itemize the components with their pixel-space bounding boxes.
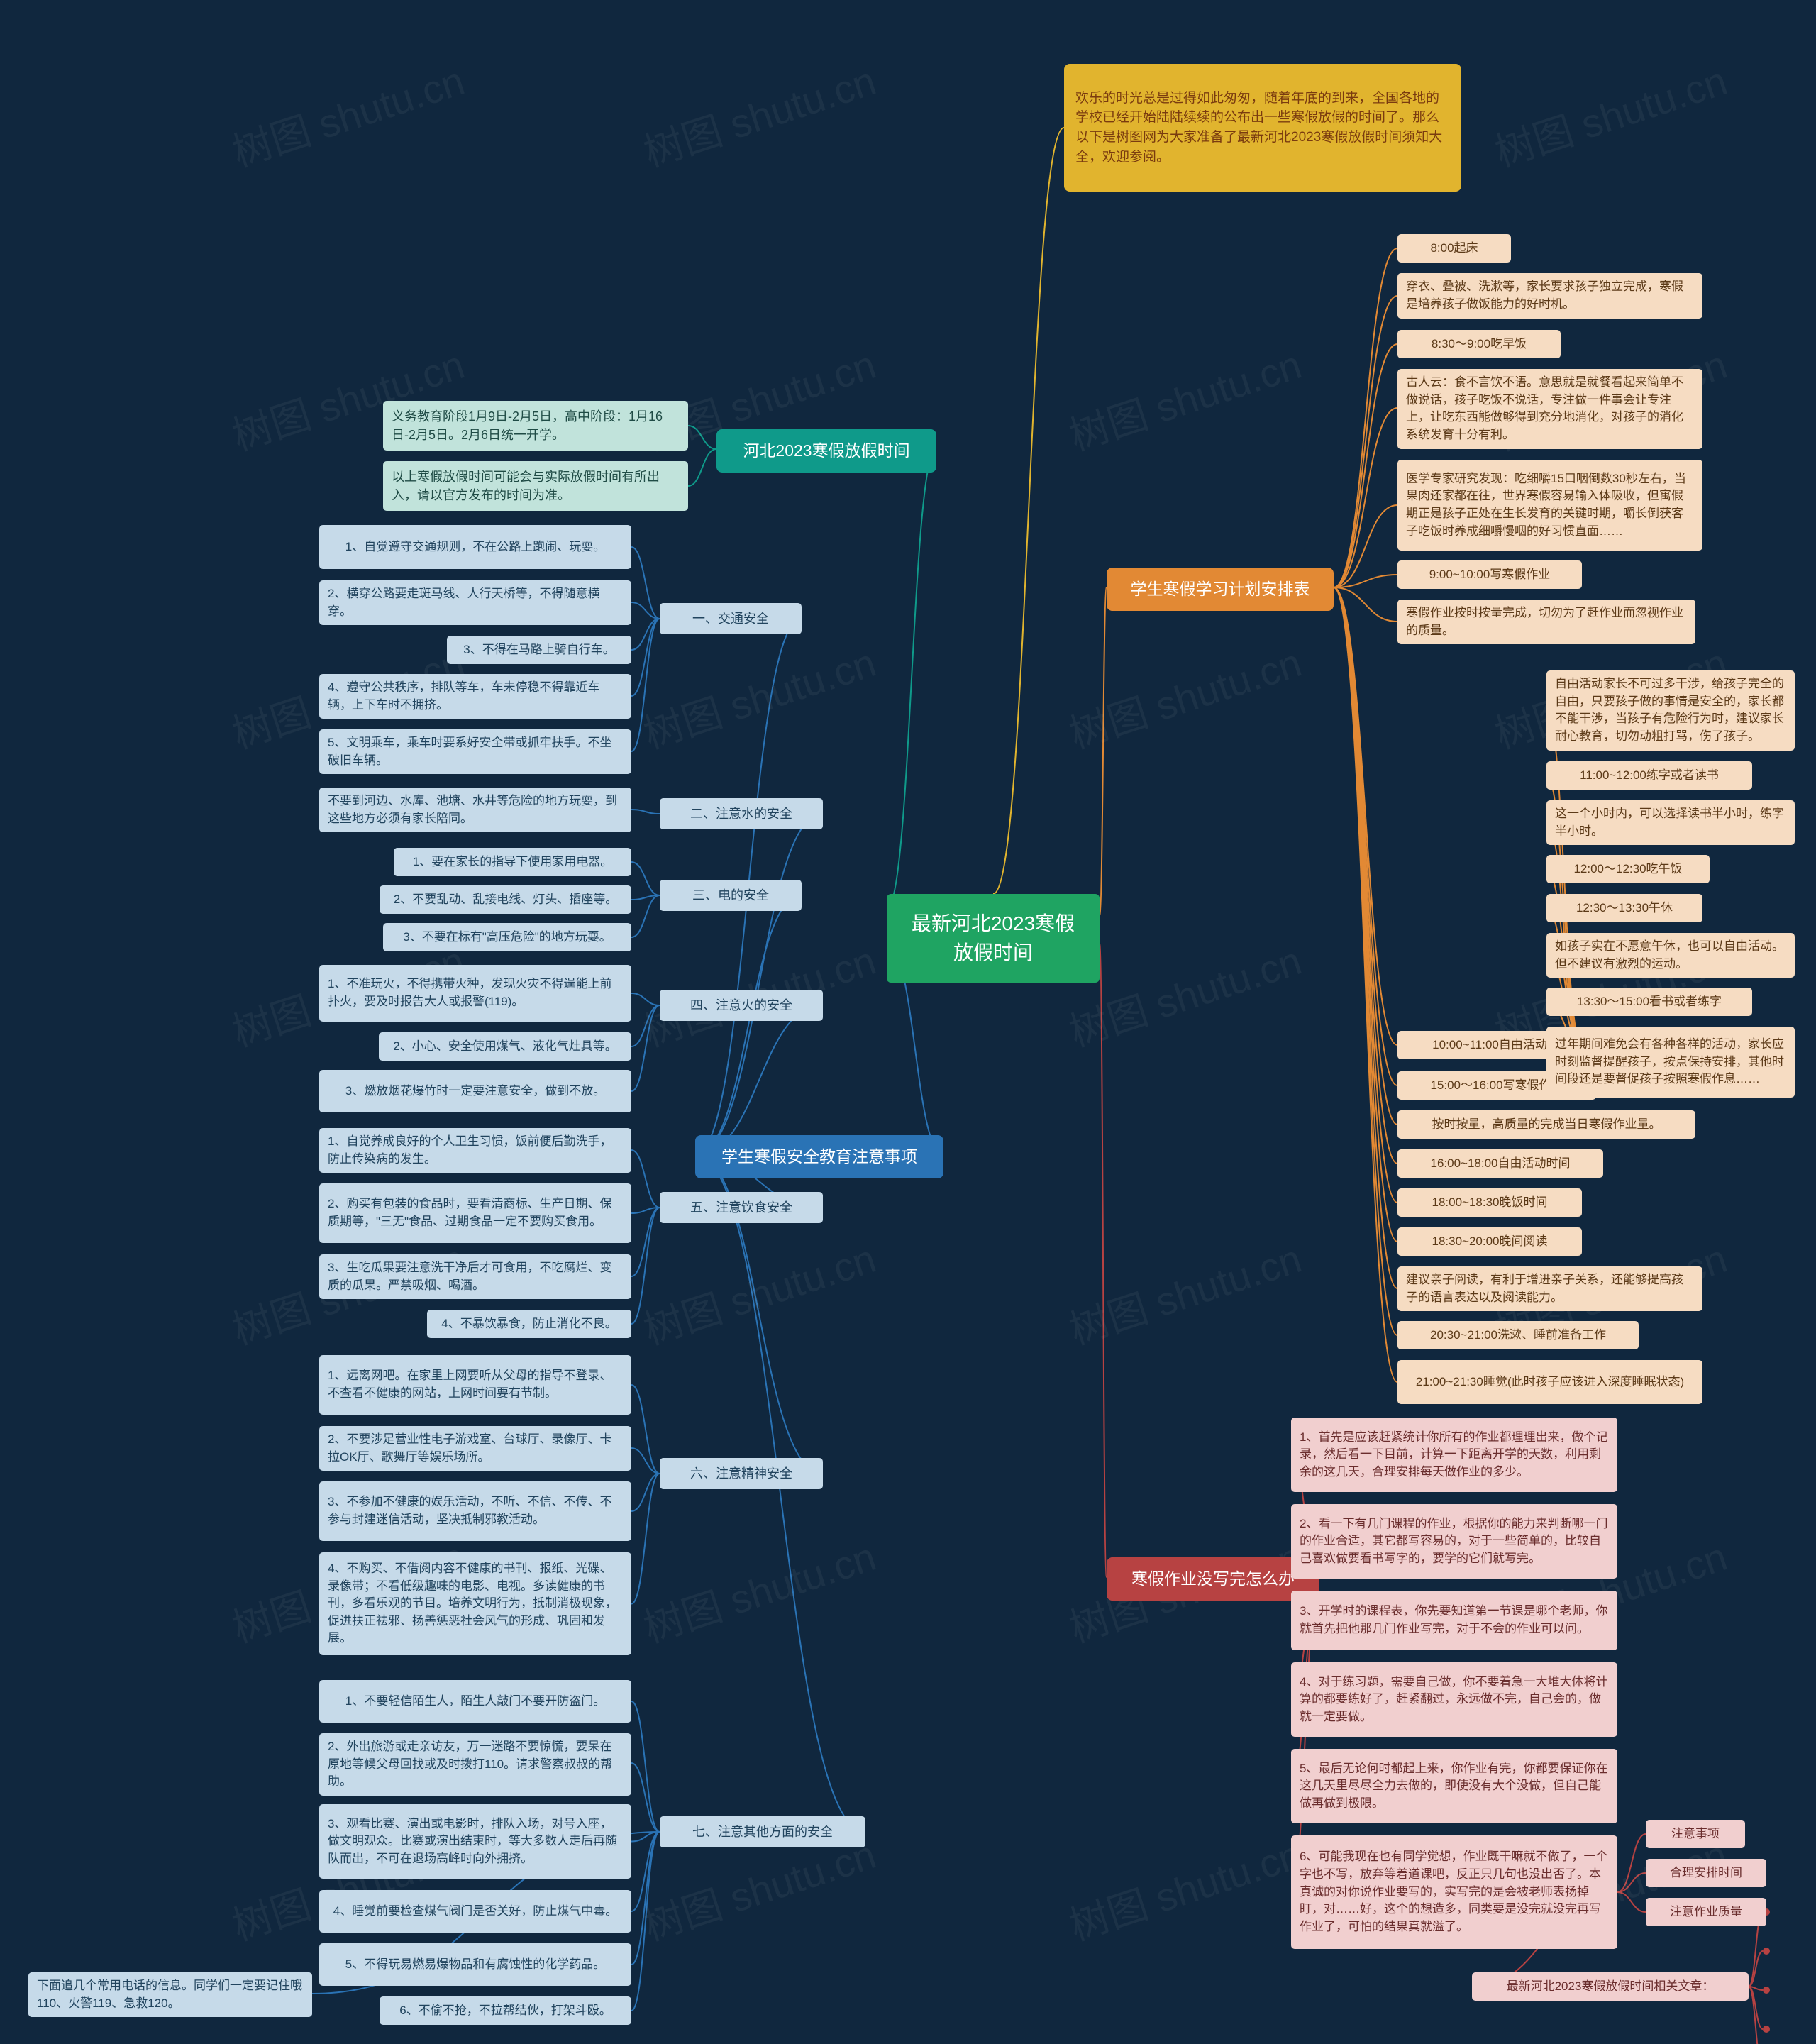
safety-item-0-4: 5、文明乘车，乘车时要系好安全带或抓牢扶手。不坐破旧车辆。 [319, 729, 631, 774]
watermark: 树图 shutu.cn [636, 1525, 882, 1654]
watermark: 树图 shutu.cn [636, 631, 882, 761]
homework-side-0: 注意事项 [1646, 1820, 1745, 1848]
safety-group-3: 四、注意火的安全 [660, 990, 823, 1021]
safety-item-1-0: 不要到河边、水库、池塘、水井等危险的地方玩耍，到这些地方必须有家长陪同。 [319, 788, 631, 832]
safety-group-5: 六、注意精神安全 [660, 1458, 823, 1489]
safety-item-2-1: 2、不要乱动、乱接电线、灯头、插座等。 [380, 885, 631, 914]
homework-item-0: 1、首先是应该赶紧统计你所有的作业都理理出来，做个记录，然后看一下目前，计算一下… [1291, 1418, 1617, 1492]
homework-side-2: 注意作业质量 [1646, 1898, 1766, 1926]
safety-item-0-3: 4、遵守公共秩序，排队等车，车未停稳不得靠近车辆，上下车时不拥挤。 [319, 674, 631, 719]
homework-side-1: 合理安排时间 [1646, 1859, 1766, 1887]
homework-item-2: 3、开学时的课程表，你先要知道第一节课是哪个老师，你就首先把他那几门作业写完，对… [1291, 1591, 1617, 1650]
spacer [284, 2029, 631, 2043]
homework-item-4: 5、最后无论何时都起上来，你作业有完，你都要保证你在这几天里尽尽全力去做的，即使… [1291, 1749, 1617, 1823]
safety-item-6-1: 2、外出旅游或走亲访友，万一迷路不要惊慌，要呆在原地等候父母回找或及时拨打110… [319, 1733, 631, 1796]
watermark: 树图 shutu.cn [1061, 1823, 1308, 1952]
safety-item-6-5: 6、不偷不抢，不拉帮结伙，打架斗殴。 [380, 1996, 631, 2025]
schedule-sub-6: 13:30～15:00看书或者练字 [1546, 988, 1752, 1016]
safety-item-4-0: 1、自觉养成良好的个人卫生习惯，饭前便后勤洗手，防止传染病的发生。 [319, 1128, 631, 1173]
schedule-sub-2: 这一个小时内，可以选择读书半小时，练字半小时。 [1546, 800, 1795, 845]
center-node: 最新河北2023寒假放假时间 [887, 894, 1100, 983]
watermark: 树图 shutu.cn [636, 1227, 882, 1357]
homework-item-3: 4、对于练习题，需要自己做，你不要着急一大堆大体将计算的都要练好了，赶紧翻过，永… [1291, 1662, 1617, 1737]
safety-group-2: 三、电的安全 [660, 880, 802, 911]
safety-item-6-2: 3、观看比赛、演出或电影时，排队入场，对号入座，做文明观众。比赛或演出结束时，等… [319, 1804, 631, 1879]
schedule-sub-5: 如孩子实在不愿意午休，也可以自由活动。但不建议有激烈的运动。 [1546, 933, 1795, 978]
branch-safety: 学生寒假安全教育注意事项 [695, 1135, 943, 1178]
safety-group-4: 五、注意饮食安全 [660, 1192, 823, 1223]
schedule-item-2: 8:30～9:00吃早饭 [1397, 330, 1561, 358]
hebei-leaf-1: 以上寒假放假时间可能会与实际放假时间有所出入，请以官方发布的时间为准。 [383, 461, 688, 511]
schedule-sub-4: 12:30～13:30午休 [1546, 894, 1702, 922]
branch-homework: 寒假作业没写完怎么办 [1107, 1557, 1319, 1601]
safety-item-6-4: 5、不得玩易燃易爆物品和有腐蚀性的化学药品。 [319, 1943, 631, 1986]
safety-item-0-0: 1、自觉遵守交通规则，不在公路上跑闹、玩耍。 [319, 525, 631, 569]
safety-group-1: 二、注意水的安全 [660, 798, 823, 829]
safety-item-6-0: 1、不要轻信陌生人，陌生人敲门不要开防盗门。 [319, 1680, 631, 1723]
safety-item-3-1: 2、小心、安全使用煤气、液化气灶具等。 [379, 1032, 631, 1061]
schedule-item-13: 建议亲子阅读，有利于增进亲子关系，还能够提高孩子的语言表达以及阅读能力。 [1397, 1266, 1702, 1311]
related-stub-2 [1773, 1979, 1813, 2001]
safety-phone: 下面追几个常用电话的信息。同学们一定要记住哦110、火警119、急救120。 [28, 1972, 312, 2017]
watermark: 树图 shutu.cn [1061, 1227, 1308, 1357]
related-stub-3 [1773, 2018, 1813, 2040]
schedule-item-5: 9:00~10:00写寒假作业 [1397, 560, 1582, 589]
schedule-sub-0: 自由活动家长不可过多干涉，给孩子完全的自由，只要孩子做的事情是安全的，家长都不能… [1546, 670, 1795, 751]
safety-item-0-1: 2、横穿公路要走斑马线、人行天桥等，不得随意横穿。 [319, 580, 631, 625]
schedule-item-3: 古人云：食不言饮不语。意思就是就餐看起来简单不做说话，孩子吃饭不说话，专注做一件… [1397, 369, 1702, 449]
schedule-sub-7: 过年期间难免会有各种各样的活动，家长应时刻监督提醒孩子，按点保持安排，其他时间段… [1546, 1027, 1795, 1098]
schedule-item-0: 8:00起床 [1397, 234, 1511, 263]
hebei-leaf-0: 义务教育阶段1月9日-2月5日，高中阶段：1月16日-2月5日。2月6日统一开学… [383, 401, 688, 451]
safety-item-3-0: 1、不准玩火，不得携带火种，发现火灾不得逞能上前扑火，要及时报告大人或报警(11… [319, 965, 631, 1022]
related-label: 最新河北2023寒假放假时间相关文章： [1472, 1972, 1749, 2001]
related-stub-1 [1773, 1940, 1813, 1962]
schedule-item-11: 18:00~18:30晚饭时间 [1397, 1188, 1582, 1217]
schedule-sub-1: 11:00~12:00练字或者读书 [1546, 761, 1752, 790]
safety-item-5-1: 2、不要涉足营业性电子游戏室、台球厅、录像厅、卡拉OK厅、歌舞厅等娱乐场所。 [319, 1426, 631, 1471]
safety-item-4-1: 2、购买有包装的食品时，要看清商标、生产日期、保质期等，"三无"食品、过期食品一… [319, 1183, 631, 1243]
schedule-item-9: 按时按量，高质量的完成当日寒假作业量。 [1397, 1110, 1695, 1139]
safety-item-5-0: 1、远离网吧。在家里上网要听从父母的指导不登录、不查看不健康的网站，上网时间要有… [319, 1355, 631, 1415]
schedule-item-6: 寒假作业按时按量完成，切勿为了赶作业而忽视作业的质量。 [1397, 600, 1695, 644]
safety-item-5-3: 4、不购买、不借阅内容不健康的书刊、报纸、光碟、录像带；不看低级趣味的电影、电视… [319, 1552, 631, 1655]
schedule-sub-3: 12:00～12:30吃午饭 [1546, 855, 1710, 883]
homework-item-5: 6、可能我现在也有同学觉想，作业既干嘛就不做了，一个字也不写，放弃等着道课吧，反… [1291, 1835, 1617, 1949]
watermark: 树图 shutu.cn [1061, 631, 1308, 761]
watermark: 树图 shutu.cn [224, 50, 471, 179]
related-stub-0 [1773, 1901, 1813, 1923]
safety-group-6: 七、注意其他方面的安全 [660, 1816, 865, 1847]
schedule-item-1: 穿衣、叠被、洗漱等，家长要求孩子独立完成，寒假是培养孩子做饭能力的好时机。 [1397, 273, 1702, 319]
safety-group-0: 一、交通安全 [660, 603, 802, 634]
safety-item-0-2: 3、不得在马路上骑自行车。 [447, 636, 631, 664]
watermark: 树图 shutu.cn [636, 50, 882, 179]
watermark: 树图 shutu.cn [1487, 50, 1734, 179]
safety-item-5-2: 3、不参加不健康的娱乐活动，不听、不信、不传、不参与封建迷信活动，坚决抵制邪教活… [319, 1481, 631, 1541]
schedule-item-10: 16:00~18:00自由活动时间 [1397, 1149, 1603, 1178]
schedule-item-14: 20:30~21:00洗漱、睡前准备工作 [1397, 1321, 1639, 1349]
branch-hebei: 河北2023寒假放假时间 [716, 429, 936, 473]
branch-schedule: 学生寒假学习计划安排表 [1107, 568, 1334, 611]
safety-item-6-3: 4、睡觉前要检查煤气阀门是否关好，防止煤气中毒。 [319, 1890, 631, 1933]
safety-item-4-3: 4、不暴饮暴食，防止消化不良。 [427, 1310, 631, 1338]
safety-item-3-2: 3、燃放烟花爆竹时一定要注意安全，做到不放。 [319, 1070, 631, 1112]
safety-item-4-2: 3、生吃瓜果要注意洗干净后才可食用，不吃腐烂、变质的瓜果。严禁吸烟、喝酒。 [319, 1254, 631, 1299]
intro-card: 欢乐的时光总是过得如此匆匆，随着年底的到来，全国各地的学校已经开始陆陆续续的公布… [1064, 64, 1461, 192]
safety-item-2-0: 1、要在家长的指导下使用家用电器。 [394, 848, 631, 876]
homework-item-1: 2、看一下有几门课程的作业，根据你的能力来判断哪一门的作业合适，其它都写容易的，… [1291, 1504, 1617, 1579]
schedule-item-12: 18:30~20:00晚间阅读 [1397, 1227, 1582, 1256]
schedule-item-15: 21:00~21:30睡觉(此时孩子应该进入深度睡眠状态) [1397, 1360, 1702, 1404]
schedule-item-4: 医学专家研究发现：吃细嚼15口咽倒数30秒左右，当果肉还家都在往，世界寒假容易输… [1397, 460, 1702, 551]
safety-item-2-2: 3、不要在标有"高压危险"的地方玩耍。 [383, 923, 631, 951]
watermark: 树图 shutu.cn [1061, 333, 1308, 463]
